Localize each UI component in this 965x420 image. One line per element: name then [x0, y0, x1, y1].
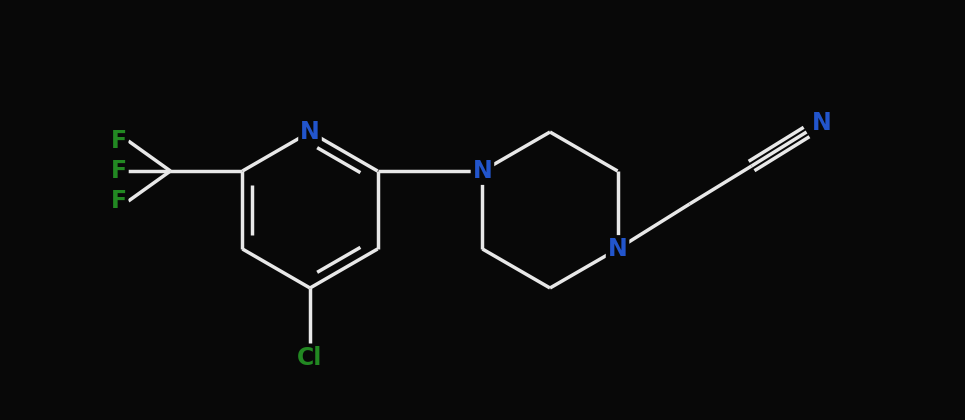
- Text: F: F: [110, 129, 126, 153]
- Text: N: N: [812, 111, 832, 135]
- Text: N: N: [300, 120, 319, 144]
- Text: Cl: Cl: [297, 346, 322, 370]
- Text: N: N: [473, 159, 492, 183]
- Text: N: N: [608, 237, 627, 261]
- Text: F: F: [110, 159, 126, 183]
- Text: F: F: [110, 189, 126, 213]
